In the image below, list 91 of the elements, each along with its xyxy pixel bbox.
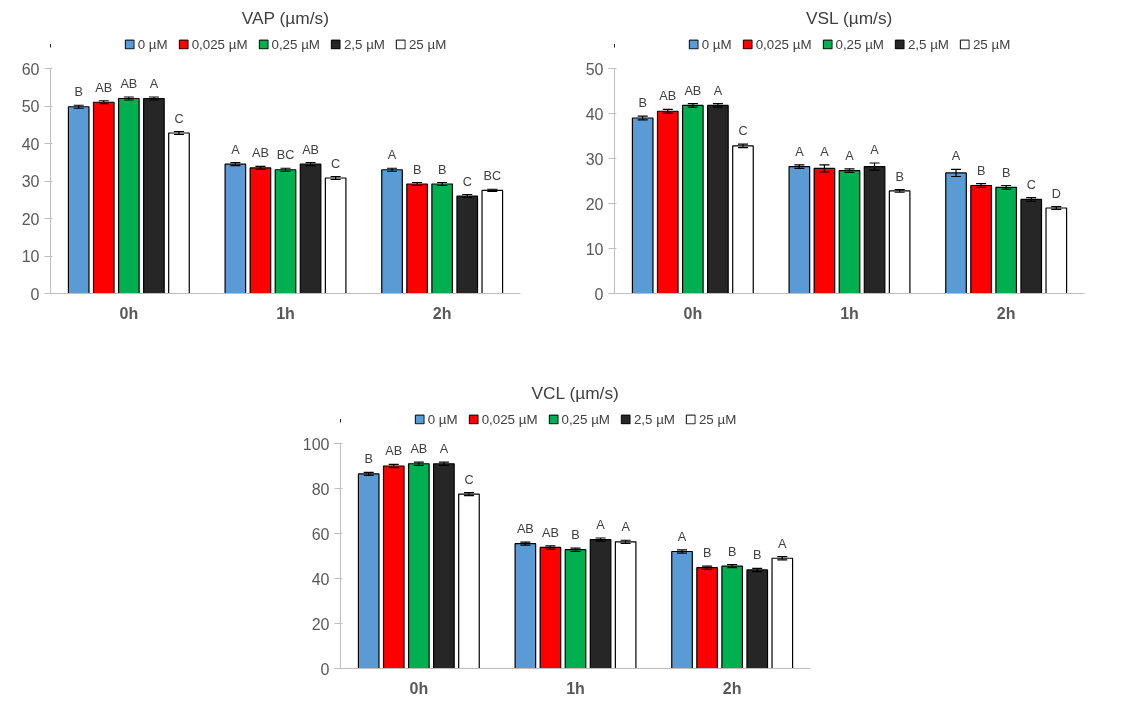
data-label: A [596,517,606,532]
data-label: A [149,77,159,91]
y-tick-label: 50 [21,98,40,115]
data-label: BC [483,169,502,184]
data-label: C [738,124,748,139]
x-tick-label: 0h [409,679,429,696]
data-label: AB [684,83,702,98]
y-tick-label: 20 [585,195,604,213]
data-label: D [1051,186,1061,201]
x-tick-label: 1h [276,304,295,322]
data-label: AB [659,89,677,104]
x-tick-label: 1h [840,304,859,322]
legend-label: 25 µM [408,36,447,52]
y-tick-label: 0 [594,285,604,303]
x-tick-label: 0h [683,304,703,322]
y-tick-label: 0 [320,660,330,677]
data-label: A [870,143,880,157]
data-label: C [462,174,472,189]
legend-label: 0 µM [701,36,732,52]
y-tick-label: 10 [585,240,604,258]
legend-label: 25 µM [698,411,737,426]
data-label: A [439,441,449,456]
chart-title: VSL (µm/s) [806,7,893,28]
data-label: B [895,169,904,184]
y-tick-label: 40 [311,570,330,587]
legend-label: 0,25 µM [271,36,320,52]
data-label: BC [276,148,295,163]
data-label: A [845,148,855,163]
y-tick-label: 20 [21,210,40,228]
legend-label: 0,25 µM [835,36,884,52]
data-label: A [795,144,805,159]
y-tick-label: 60 [311,525,330,542]
legend-label: 0,025 µM [481,411,538,426]
data-label: A [621,519,631,534]
chart-title: VCL (µm/s) [531,382,619,402]
data-label: B [976,163,986,178]
y-tick-label: 30 [585,150,604,168]
data-label: B [364,451,373,466]
x-tick-label: 2h [432,304,452,322]
legend-label: 0,025 µM [191,36,248,52]
data-label: A [677,529,687,544]
x-tick-label: 1h [566,679,585,696]
legend-label: 2,5 µM [907,36,949,52]
data-label: C [464,472,474,487]
data-label: B [638,96,647,111]
legend-label: 0 µM [427,411,458,426]
data-label: AB [410,441,428,456]
legend-label: 0,025 µM [755,36,812,52]
x-tick-label: 0h [119,304,139,322]
y-tick-label: 50 [585,60,604,78]
data-label: AB [385,443,403,458]
data-label: AB [251,146,269,161]
legend-label: 0,25 µM [561,411,610,426]
data-label: B [702,545,712,560]
legend-label: 2,5 µM [633,411,675,426]
x-tick-label: 2h [996,304,1016,322]
y-tick-label: 80 [311,480,330,497]
data-label: B [1001,165,1011,180]
data-label: A [713,83,723,98]
y-tick-label: 20 [311,615,330,632]
data-label: A [231,142,241,157]
chart-title: VAP (µm/s) [241,7,330,28]
data-label: C [331,156,341,171]
data-label: B [753,547,762,562]
x-tick-label: 2h [722,679,742,696]
data-label: B [437,162,447,177]
data-label: C [174,111,184,126]
data-label: AB [541,525,559,540]
data-label: B [727,544,737,559]
data-label: B [571,527,580,542]
data-label: AB [95,80,113,95]
data-label: C [1026,177,1036,192]
y-tick-label: 100 [302,435,330,452]
legend-label: 2,5 µM [343,36,385,52]
data-label: AB [120,77,138,91]
legend-label: 25 µM [972,36,1011,52]
legend-label: 0 µM [137,36,168,52]
data-label: A [820,144,830,159]
y-tick-label: 10 [21,248,40,265]
data-label: A [387,148,397,163]
data-label: AB [516,521,534,536]
y-tick-label: 0 [30,285,40,303]
data-label: A [778,536,788,551]
data-label: B [412,162,422,177]
y-tick-label: 30 [21,173,40,190]
y-tick-label: 40 [585,105,604,123]
y-tick-label: 60 [21,60,40,78]
y-tick-label: 40 [21,135,40,153]
data-label: A [951,149,961,164]
data-label: AB [302,142,320,157]
data-label: B [74,85,83,100]
